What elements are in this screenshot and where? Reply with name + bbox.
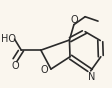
Text: N: N [88,72,95,82]
Text: O: O [11,61,19,71]
Text: O: O [40,65,48,75]
Text: HO: HO [1,34,16,44]
Text: O: O [70,15,78,25]
